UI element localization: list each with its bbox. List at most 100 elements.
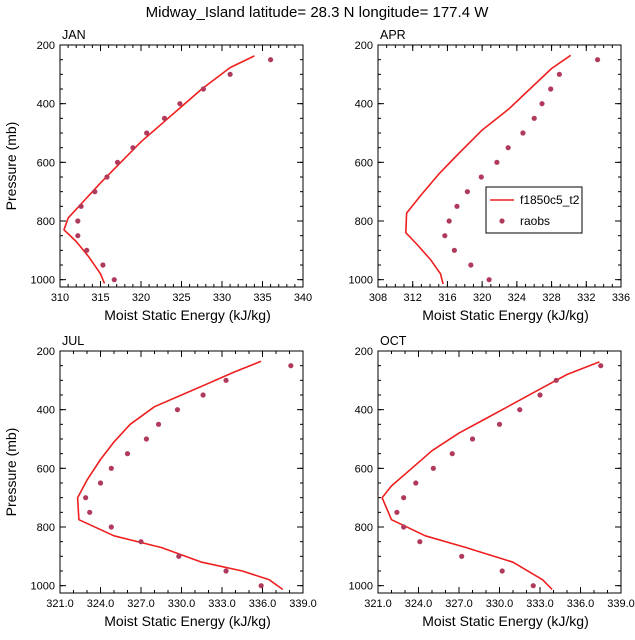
y-tick-label: 1000 bbox=[31, 275, 55, 287]
x-tick-label: 325 bbox=[172, 292, 190, 304]
x-axis-label: Moist Static Energy (kJ/kg) bbox=[422, 307, 589, 323]
raobs-point bbox=[598, 363, 604, 369]
raobs-point bbox=[449, 451, 455, 457]
raobs-point bbox=[155, 421, 162, 427]
x-tick-label: 330 bbox=[213, 292, 231, 304]
y-tick-label: 400 bbox=[37, 99, 55, 111]
raobs-point bbox=[494, 159, 500, 165]
raobs-point bbox=[520, 130, 526, 136]
x-tick-label: 308 bbox=[369, 292, 387, 304]
y-tick-label: 1000 bbox=[31, 581, 55, 593]
x-tick-label: 312 bbox=[404, 292, 422, 304]
raobs-point bbox=[124, 451, 131, 457]
raobs-point bbox=[469, 436, 476, 442]
x-tick-label: 315 bbox=[91, 292, 109, 304]
raobs-point bbox=[459, 553, 465, 559]
raobs-point bbox=[75, 218, 81, 224]
y-tick-label: 200 bbox=[355, 40, 373, 52]
raobs-point bbox=[114, 159, 121, 165]
y-tick-label: 1000 bbox=[349, 275, 373, 287]
y-tick-label: 800 bbox=[37, 216, 55, 228]
raobs-point bbox=[174, 407, 181, 413]
series-line-model bbox=[63, 55, 255, 284]
y-tick-label: 600 bbox=[37, 463, 55, 475]
x-tick-label: 327.0 bbox=[445, 598, 473, 610]
raobs-point bbox=[143, 436, 149, 442]
x-tick-label: 336.0 bbox=[249, 598, 277, 610]
x-tick-label: 324 bbox=[508, 292, 526, 304]
x-tick-label: 330.0 bbox=[168, 598, 196, 610]
raobs-point bbox=[553, 377, 559, 383]
series-line-model bbox=[76, 360, 284, 591]
x-tick-label: 336 bbox=[612, 292, 630, 304]
legend-label: f1850c5_t2 bbox=[520, 193, 580, 207]
raobs-point bbox=[144, 130, 150, 136]
raobs-point bbox=[288, 363, 294, 369]
x-tick-label: 332 bbox=[577, 292, 595, 304]
y-tick-label: 600 bbox=[355, 463, 373, 475]
plot-frame bbox=[59, 350, 304, 594]
x-axis-label: Moist Static Energy (kJ/kg) bbox=[104, 307, 271, 323]
x-tick-label: 327.0 bbox=[127, 598, 155, 610]
raobs-point bbox=[531, 115, 537, 121]
y-tick-label: 400 bbox=[355, 99, 373, 111]
y-tick-label: 200 bbox=[37, 40, 55, 52]
raobs-point bbox=[97, 480, 104, 486]
raobs-point bbox=[92, 189, 98, 195]
raobs-point bbox=[227, 71, 233, 77]
y-tick-label: 600 bbox=[37, 157, 55, 169]
x-tick-label: 316 bbox=[438, 292, 456, 304]
raobs-point bbox=[499, 568, 505, 574]
raobs-point bbox=[548, 86, 554, 92]
raobs-point bbox=[556, 71, 562, 77]
raobs-point bbox=[430, 465, 436, 471]
raobs-point bbox=[539, 101, 545, 107]
raobs-point bbox=[78, 203, 84, 209]
raobs-point bbox=[84, 247, 90, 253]
x-tick-label: 340 bbox=[294, 292, 312, 304]
raobs-point bbox=[394, 509, 400, 515]
raobs-point bbox=[100, 262, 106, 268]
raobs-point bbox=[517, 407, 523, 413]
x-tick-label: 333.0 bbox=[526, 598, 554, 610]
x-tick-label: 339.0 bbox=[607, 598, 635, 610]
x-tick-label: 330.0 bbox=[486, 598, 514, 610]
x-tick-label: 333.0 bbox=[208, 598, 236, 610]
raobs-point bbox=[130, 145, 136, 151]
raobs-point bbox=[451, 247, 457, 253]
raobs-point bbox=[478, 174, 484, 180]
x-tick-label: 324.0 bbox=[405, 598, 433, 610]
y-axis-label: Pressure (mb) bbox=[3, 428, 19, 517]
series-line-model bbox=[381, 361, 600, 591]
x-tick-label: 324.0 bbox=[87, 598, 115, 610]
x-axis-label: Moist Static Energy (kJ/kg) bbox=[422, 613, 589, 629]
x-tick-label: 336.0 bbox=[567, 598, 595, 610]
raobs-point bbox=[413, 480, 419, 486]
raobs-point bbox=[401, 524, 407, 530]
y-tick-label: 200 bbox=[355, 346, 373, 358]
raobs-point bbox=[108, 524, 114, 530]
raobs-point bbox=[223, 568, 229, 574]
plot-frame bbox=[377, 350, 622, 594]
raobs-point bbox=[200, 86, 206, 92]
x-tick-label: 320 bbox=[473, 292, 491, 304]
panel-jul: JUL 321.0 324.0 327.0 330.0 333.0 336.0 339.0 20… bbox=[3, 334, 317, 629]
raobs-point bbox=[223, 377, 229, 383]
raobs-point bbox=[594, 57, 601, 63]
panel-oct: OCT 321.0 324.0 327.0 330.0 333.0 336.0 339.0 20… bbox=[349, 334, 635, 629]
raobs-point bbox=[537, 392, 543, 398]
legend-box bbox=[485, 186, 583, 234]
y-tick-label: 200 bbox=[37, 346, 55, 358]
raobs-point bbox=[268, 57, 274, 63]
y-tick-label: 800 bbox=[355, 522, 373, 534]
y-tick-label: 800 bbox=[37, 522, 55, 534]
panel-label: OCT bbox=[380, 334, 407, 348]
raobs-point bbox=[177, 101, 183, 107]
raobs-point bbox=[496, 421, 503, 427]
raobs-point bbox=[111, 277, 117, 283]
plot-frame bbox=[59, 44, 304, 288]
x-tick-label: 310 bbox=[51, 292, 69, 304]
legend-label: raobs bbox=[520, 214, 550, 228]
